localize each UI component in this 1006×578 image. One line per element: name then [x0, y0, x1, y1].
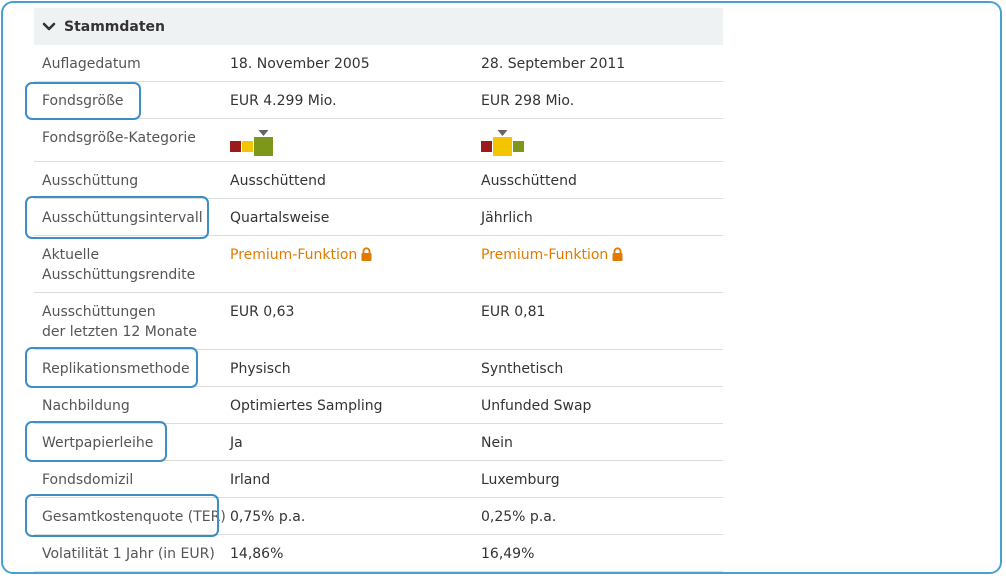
value-fund-2: Nein: [481, 435, 513, 451]
value-fund-2: EUR 0,81: [481, 304, 546, 320]
premium-link-label: Premium-Funktion: [230, 247, 358, 263]
row-label: Wertpapierleihe: [42, 435, 154, 451]
row-label: Fondsgröße: [42, 93, 124, 109]
row-label: Replikationsmethode: [42, 361, 190, 377]
premium-link[interactable]: Premium-Funktion: [481, 245, 721, 265]
fund-size-category-indicator: [230, 130, 273, 156]
value-fund-1: Ja: [230, 435, 243, 451]
stammdaten-section-header[interactable]: Stammdaten: [34, 8, 723, 45]
value-fund-2: 0,25% p.a.: [481, 509, 557, 525]
value-fund-1: Ausschüttend: [230, 173, 326, 189]
row-label: Nachbildung: [42, 398, 130, 414]
size-category-segment: [481, 141, 492, 152]
size-category-segment: [230, 141, 241, 152]
value-fund-2: EUR 298 Mio.: [481, 93, 575, 109]
size-category-segment: [513, 141, 524, 152]
fund-size-category-indicator: [481, 130, 524, 156]
value-fund-1: Optimiertes Sampling: [230, 398, 383, 414]
value-fund-1: 0,75% p.a.: [230, 509, 306, 525]
value-fund-2: Jährlich: [481, 210, 533, 226]
table-row: Replikationsmethode Physisch Synthetisch: [34, 350, 723, 387]
size-category-marker-icon: [497, 130, 508, 136]
table-row: Ausschüttungen der letzten 12 Monate EUR…: [34, 293, 723, 350]
value-fund-1: 18. November 2005: [230, 56, 370, 72]
row-label-line-2: Ausschüttungsrendite: [42, 267, 196, 283]
value-fund-2: Luxemburg: [481, 472, 560, 488]
chevron-down-icon: [42, 22, 56, 30]
table-row: Fondsdomizil Irland Luxemburg: [34, 461, 723, 498]
table-row: Ausschüttung Ausschüttend Ausschüttend: [34, 162, 723, 199]
size-category-segment: [242, 141, 253, 152]
stammdaten-panel: Stammdaten Auflagedatum 18. November 200…: [34, 8, 723, 572]
table-row: Fondsgröße-Kategorie: [34, 119, 723, 162]
value-fund-2: 16,49%: [481, 546, 535, 562]
value-fund-1: Irland: [230, 472, 271, 488]
lock-icon: [361, 247, 372, 261]
row-label: Gesamtkostenquote (TER): [42, 509, 226, 525]
value-fund-2: 28. September 2011: [481, 56, 626, 72]
value-fund-2: Unfunded Swap: [481, 398, 592, 414]
row-label: Ausschüttungen der letzten 12 Monate: [42, 302, 227, 342]
table-row: Wertpapierleihe Ja Nein: [34, 424, 723, 461]
size-category-segment-active: [254, 137, 273, 156]
value-fund-1: Quartalsweise: [230, 210, 330, 226]
premium-link[interactable]: Premium-Funktion: [230, 245, 475, 265]
table-row: Nachbildung Optimiertes Sampling Unfunde…: [34, 387, 723, 424]
value-fund-1: EUR 4.299 Mio.: [230, 93, 337, 109]
section-title: Stammdaten: [64, 18, 166, 35]
row-label-line-2: der letzten 12 Monate: [42, 324, 197, 340]
lock-icon: [612, 247, 623, 261]
table-row: Auflagedatum 18. November 2005 28. Septe…: [34, 45, 723, 82]
table-row: Fondsgröße EUR 4.299 Mio. EUR 298 Mio.: [34, 82, 723, 119]
row-label: Ausschüttungsintervall: [42, 210, 203, 226]
row-label: Fondsgröße-Kategorie: [42, 130, 196, 146]
row-label-line-1: Aktuelle: [42, 247, 100, 263]
table-row: Ausschüttungsintervall Quartalsweise Jäh…: [34, 199, 723, 236]
value-fund-1: Physisch: [230, 361, 291, 377]
value-fund-1: EUR 0,63: [230, 304, 295, 320]
row-label: Volatilität 1 Jahr (in EUR): [42, 546, 215, 562]
row-label-line-1: Ausschüttungen: [42, 304, 156, 320]
premium-link-label: Premium-Funktion: [481, 247, 609, 263]
size-category-marker-icon: [258, 130, 269, 136]
table-row: Gesamtkostenquote (TER) 0,75% p.a. 0,25%…: [34, 498, 723, 535]
row-label: Ausschüttung: [42, 173, 139, 189]
value-fund-2: Synthetisch: [481, 361, 564, 377]
value-fund-2: Ausschüttend: [481, 173, 577, 189]
table-row: Volatilität 1 Jahr (in EUR) 14,86% 16,49…: [34, 535, 723, 572]
table-row: Aktuelle Ausschüttungsrendite Premium-Fu…: [34, 236, 723, 293]
size-category-segment-active: [493, 137, 512, 156]
value-fund-1: 14,86%: [230, 546, 284, 562]
row-label: Aktuelle Ausschüttungsrendite: [42, 245, 227, 285]
row-label: Fondsdomizil: [42, 472, 134, 488]
row-label: Auflagedatum: [42, 56, 141, 72]
